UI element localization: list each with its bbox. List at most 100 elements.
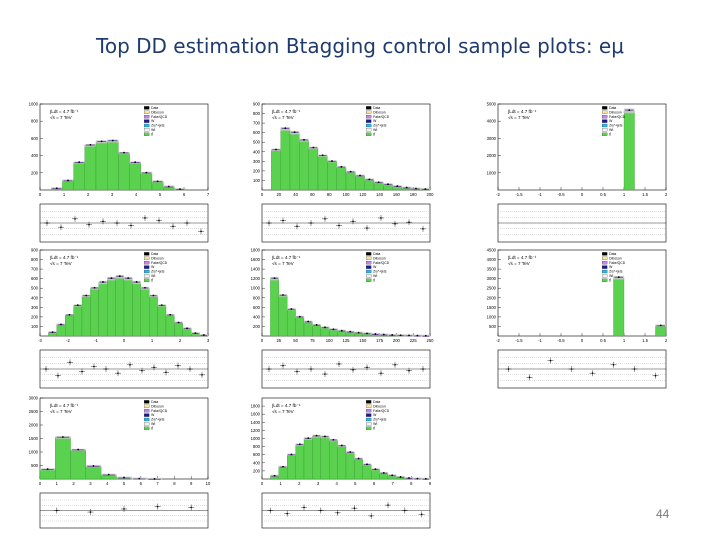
- data-point: [424, 477, 427, 480]
- legend-entry: Z/γ*+jets: [373, 270, 387, 274]
- x-tick-label: 1: [56, 481, 59, 486]
- legend-swatch: [366, 274, 372, 278]
- histogram-bar: [118, 152, 130, 191]
- histogram-bar: [623, 110, 635, 191]
- plot-panel-row3-col1: 3000 2500 2000 1500 1000 500 0 1 2 3 4 5 6 7 8 9 10 ∫Ldt …: [18, 394, 214, 534]
- data-point: [405, 186, 408, 189]
- legend-swatch: [144, 128, 150, 132]
- x-tick-label: 8: [173, 481, 176, 486]
- histogram-bar: [373, 182, 384, 191]
- chart-svg: 1800 1600 1400 1200 1000 800 600 400 200 0 1 2 3 4 5 6 7…: [251, 397, 432, 529]
- y-tick-label: 800: [31, 119, 39, 124]
- y-tick-label: 800: [253, 111, 261, 116]
- data-point: [424, 188, 427, 190]
- ratio-point: [153, 366, 155, 369]
- legend-entry: Diboson: [609, 110, 622, 114]
- histogram-bar: [151, 181, 164, 191]
- x-tick-label: -1: [538, 192, 542, 197]
- y-tick-label: 100: [31, 324, 39, 329]
- data-point: [100, 140, 103, 143]
- lumi-stamp: ∫Ldt = 4.7 fb⁻¹: [49, 109, 79, 114]
- legend-entry: tt̄: [151, 132, 153, 136]
- plot-panel-row1-col3: 5000 4000 3000 2000 1000 -2 -1.5 -1 -0.5 0 0.5 1 1.5…: [476, 100, 672, 248]
- data-point: [153, 477, 156, 480]
- histogram-bar: [84, 145, 97, 191]
- x-tick-label: 75: [310, 338, 315, 343]
- y-tick-label: 1000: [251, 286, 261, 291]
- x-tick-label: 7: [156, 481, 159, 486]
- x-tick-label: -1.5: [515, 338, 523, 343]
- legend-entry: Diboson: [373, 404, 386, 408]
- legend-entry: Fake/QCD: [373, 409, 390, 413]
- ratio-point: [269, 509, 272, 512]
- legend-entry: Z/γ*+jets: [151, 418, 165, 422]
- y-tick-label: 5000: [487, 102, 497, 107]
- legend-entry: Wt: [151, 128, 155, 132]
- legend-swatch: [602, 261, 608, 265]
- data-point: [359, 174, 361, 177]
- ratio-point: [570, 368, 573, 370]
- legend-swatch: [366, 110, 372, 114]
- data-point: [374, 333, 377, 335]
- x-tick-label: 125: [343, 338, 351, 343]
- ratio-point: [172, 225, 174, 228]
- histogram-bar: [362, 464, 372, 480]
- y-tick-label: 1000: [29, 450, 39, 455]
- histogram-bar: [329, 439, 338, 480]
- histogram-bar: [270, 278, 279, 337]
- ratio-point: [612, 364, 615, 366]
- histogram-bar: [345, 452, 355, 480]
- lumi-stamp: √s = 7 TeV: [50, 409, 73, 414]
- y-tick-label: 300: [253, 159, 261, 164]
- x-tick-label: 6: [183, 192, 186, 197]
- legend-entry: Data: [609, 106, 616, 110]
- plot-panel-row1-col1: 1000 800 600 400 200 0 1 2 3 4 5 6 7 ∫Ldt = 4.7 fb⁻¹ √…: [18, 100, 214, 248]
- legend-entry: Data: [151, 400, 158, 404]
- ratio-point: [408, 221, 410, 223]
- ratio-point: [268, 368, 270, 370]
- lumi-stamp: √s = 7 TeV: [272, 115, 295, 120]
- data-point: [179, 188, 181, 191]
- y-tick-label: 800: [253, 295, 261, 300]
- legend-swatch: [144, 115, 150, 119]
- ratio-point: [74, 218, 76, 220]
- histogram-bar: [287, 454, 296, 480]
- legend-entry: W: [151, 265, 155, 269]
- histogram-bar: [337, 445, 347, 480]
- legend-swatch: [366, 123, 372, 128]
- y-tick-label: 1000: [487, 170, 497, 175]
- ratio-point: [123, 508, 125, 510]
- histogram-bar: [129, 162, 141, 191]
- lumi-stamp: ∫Ldt = 4.7 fb⁻¹: [49, 255, 79, 260]
- x-tick-label: 160: [393, 192, 401, 197]
- lumi-stamp: √s = 7 TeV: [50, 115, 73, 120]
- legend-entry: tt̄: [373, 278, 375, 282]
- lumi-stamp: √s = 7 TeV: [50, 261, 73, 266]
- legend-swatch: [366, 115, 372, 119]
- legend-swatch: [366, 417, 372, 422]
- ratio-point: [102, 220, 104, 223]
- legend-swatch: [144, 110, 150, 114]
- x-tick-label: 0: [581, 192, 584, 197]
- ratio-point: [422, 368, 424, 370]
- y-tick-label: 200: [253, 324, 261, 329]
- x-tick-label: -1: [94, 338, 98, 343]
- y-tick-label: 2000: [487, 295, 497, 300]
- x-tick-label: 0.5: [600, 338, 606, 343]
- lumi-stamp: ∫Ldt = 4.7 fb⁻¹: [507, 255, 537, 260]
- data-point: [321, 154, 324, 157]
- legend-swatch: [602, 269, 608, 274]
- data-point: [55, 187, 58, 190]
- y-tick-label: 200: [31, 314, 39, 319]
- ratio-point: [129, 364, 131, 366]
- legend-entry: tt̄: [609, 132, 611, 136]
- histogram-bar: [65, 314, 74, 337]
- legend-swatch: [366, 119, 372, 123]
- legend-swatch: [366, 400, 372, 404]
- legend-swatch: [366, 256, 372, 260]
- y-tick-label: 2500: [487, 286, 497, 291]
- data-point: [273, 474, 276, 477]
- legend-entry: Z/γ*+jets: [609, 124, 623, 128]
- data-point: [92, 465, 95, 467]
- y-tick-label: 800: [31, 257, 39, 262]
